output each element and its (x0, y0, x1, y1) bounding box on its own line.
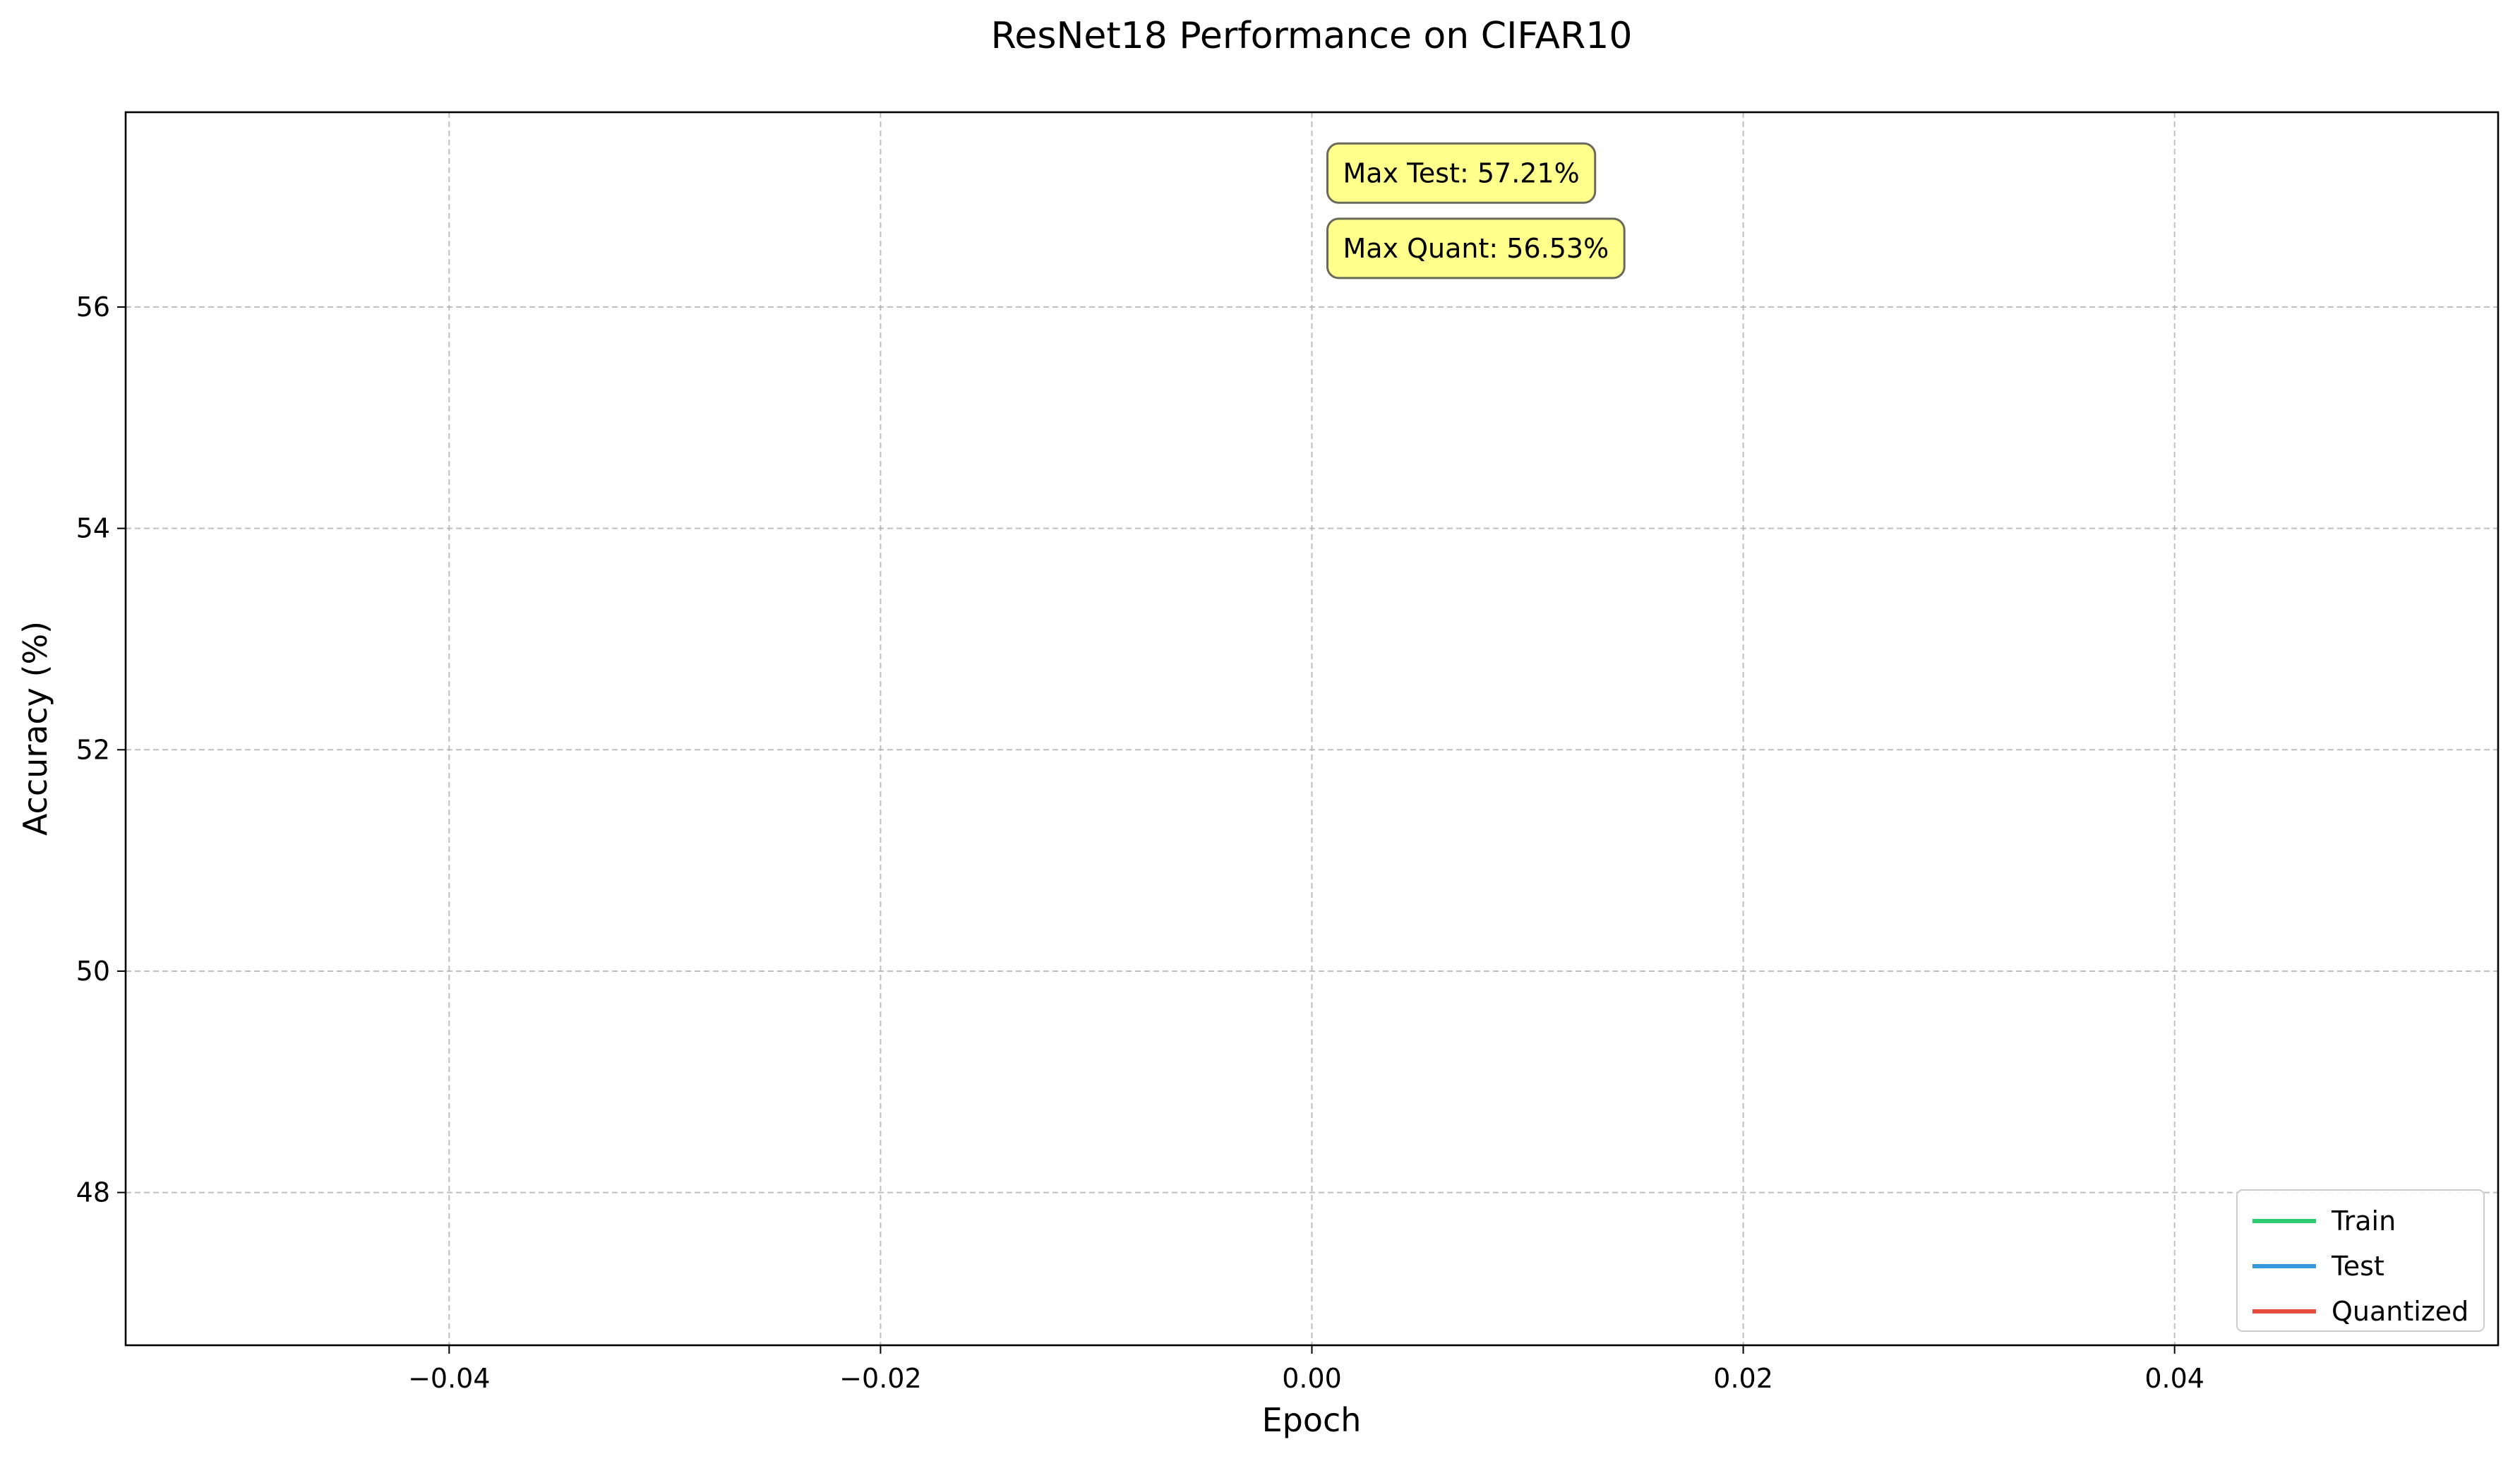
annotation-box: Max Quant: 56.53% (1326, 217, 1626, 279)
annotation-background (1326, 217, 1626, 279)
x-tick-label: −0.02 (839, 1363, 921, 1394)
x-axis-label: Epoch (1262, 1401, 1362, 1439)
y-tick-label: 48 (76, 1177, 110, 1208)
chart-title: ResNet18 Performance on CIFAR10 (991, 15, 1633, 57)
x-tick-label: −0.04 (408, 1363, 490, 1394)
annotation-text: Max Quant: 56.53% (1343, 233, 1609, 264)
annotation-background (1326, 142, 1597, 204)
grid (126, 112, 2498, 1345)
annotation-text: Max Test: 57.21% (1343, 157, 1580, 188)
legend-label: Train (2331, 1206, 2396, 1237)
axis-ticks: −0.04 −0.02 0.00 0.02 0.04 48 50 52 54 56 (76, 291, 2204, 1394)
legend-label: Quantized (2332, 1296, 2468, 1327)
legend: Train Test Quantized (2236, 1189, 2485, 1332)
y-tick-label: 56 (76, 291, 110, 323)
y-tick-label: 50 (76, 956, 110, 987)
y-tick-label: 54 (76, 513, 110, 544)
y-tick-label: 52 (76, 734, 110, 765)
legend-box (2236, 1189, 2485, 1332)
x-tick-label: 0.04 (2144, 1363, 2204, 1394)
x-tick-label: 0.00 (1282, 1363, 1342, 1394)
annotations: Max Test: 57.21% Max Quant: 56.53% (1326, 142, 1626, 279)
legend-label: Test (2331, 1251, 2384, 1282)
x-tick-label: 0.02 (1713, 1363, 1773, 1394)
annotation-box: Max Test: 57.21% (1326, 142, 1597, 204)
y-axis-label: Accuracy (%) (16, 621, 54, 836)
